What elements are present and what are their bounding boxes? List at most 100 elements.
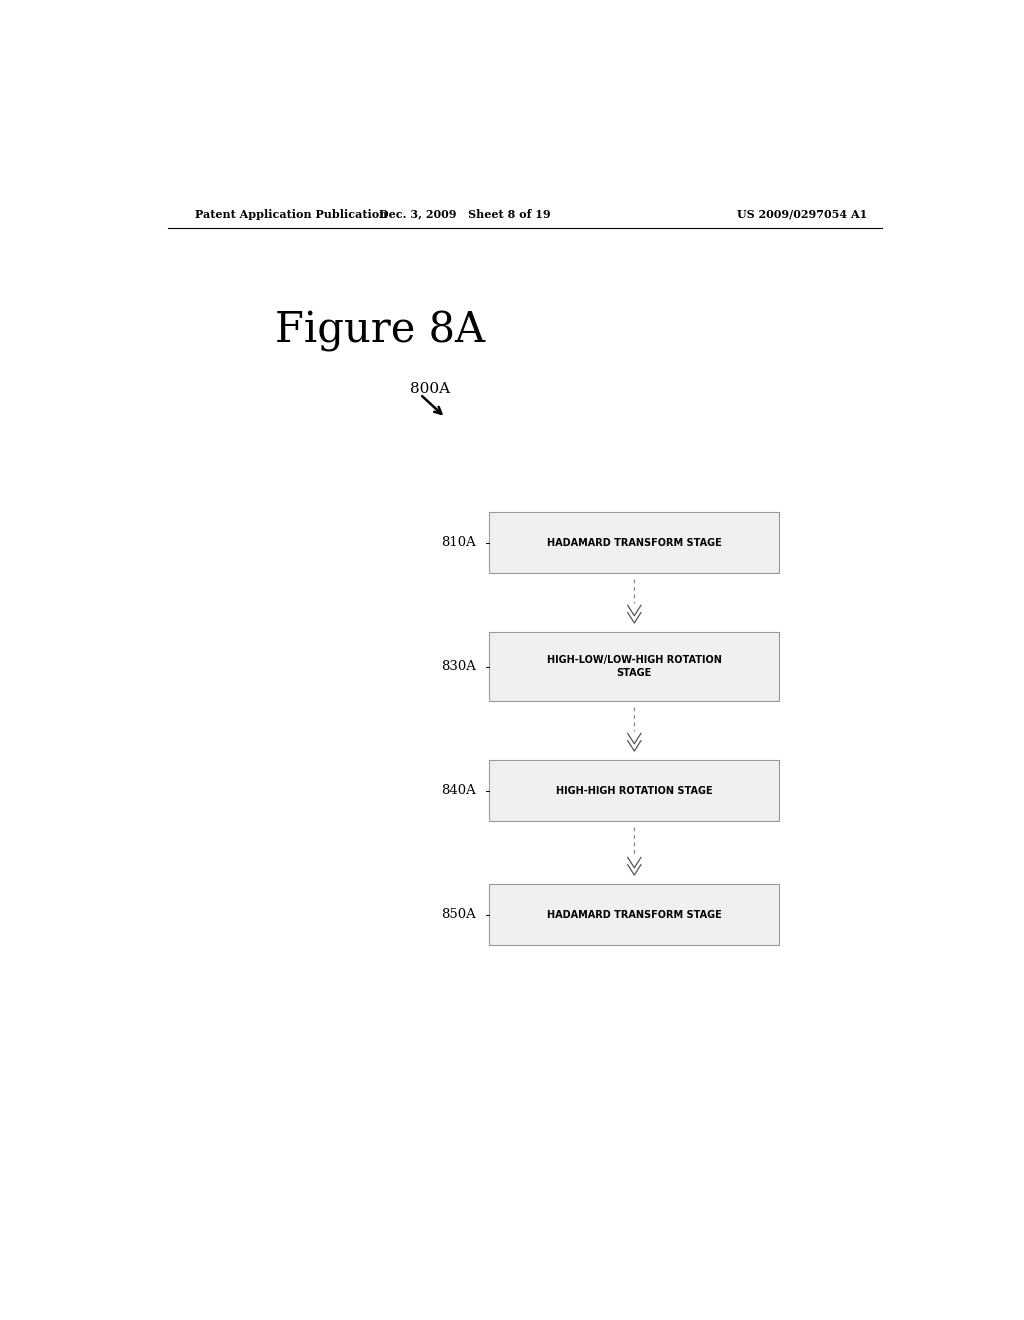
Point bbox=[542, 677, 558, 698]
Point bbox=[493, 923, 509, 944]
Point bbox=[683, 557, 699, 578]
Point bbox=[522, 804, 539, 825]
Point bbox=[676, 752, 692, 774]
Point bbox=[644, 907, 660, 928]
Point bbox=[762, 931, 778, 952]
Point bbox=[638, 800, 654, 821]
Point bbox=[522, 667, 539, 688]
Point bbox=[644, 678, 660, 700]
Point bbox=[657, 902, 674, 923]
Point bbox=[682, 684, 698, 705]
Point bbox=[571, 652, 588, 673]
Point bbox=[486, 640, 503, 661]
Point bbox=[525, 558, 542, 579]
Point bbox=[737, 663, 754, 684]
Point bbox=[602, 556, 618, 577]
Point bbox=[587, 916, 603, 937]
Point bbox=[510, 657, 526, 678]
Point bbox=[536, 919, 552, 940]
Point bbox=[654, 932, 671, 953]
Point bbox=[744, 770, 761, 791]
Point bbox=[694, 639, 711, 660]
Point bbox=[513, 795, 529, 816]
Point bbox=[536, 764, 552, 785]
Point bbox=[566, 550, 583, 572]
Text: 840A: 840A bbox=[441, 784, 476, 797]
Point bbox=[612, 638, 629, 659]
Point bbox=[522, 766, 539, 787]
Point bbox=[739, 929, 756, 950]
Point bbox=[486, 510, 503, 531]
Point bbox=[756, 682, 772, 704]
Point bbox=[713, 925, 729, 946]
Point bbox=[561, 911, 578, 932]
Point bbox=[500, 671, 516, 692]
Point bbox=[636, 635, 652, 656]
Point bbox=[587, 900, 603, 921]
Point bbox=[738, 523, 755, 544]
Point bbox=[630, 793, 646, 814]
Point bbox=[568, 915, 585, 936]
Point bbox=[759, 528, 775, 549]
Point bbox=[657, 529, 674, 550]
Point bbox=[765, 792, 781, 813]
Point bbox=[605, 803, 622, 824]
Point bbox=[562, 544, 579, 565]
Point bbox=[714, 630, 730, 651]
Point bbox=[599, 529, 615, 550]
Point bbox=[490, 638, 507, 659]
Point bbox=[761, 513, 777, 535]
Point bbox=[496, 890, 512, 911]
Point bbox=[566, 548, 583, 569]
Point bbox=[612, 515, 629, 536]
Point bbox=[686, 793, 702, 814]
Point bbox=[711, 671, 727, 692]
Point bbox=[722, 913, 738, 935]
Point bbox=[663, 894, 679, 915]
Point bbox=[615, 894, 632, 915]
Point bbox=[705, 800, 721, 821]
Point bbox=[766, 660, 782, 681]
Point bbox=[691, 913, 708, 935]
Point bbox=[732, 779, 749, 800]
Point bbox=[539, 627, 555, 648]
Point bbox=[574, 537, 591, 558]
Point bbox=[706, 655, 722, 676]
Bar bbox=[489, 632, 779, 701]
Point bbox=[768, 882, 784, 903]
Point bbox=[714, 792, 730, 813]
Point bbox=[673, 795, 689, 816]
Point bbox=[732, 924, 749, 945]
Point bbox=[665, 770, 681, 791]
Point bbox=[485, 913, 502, 935]
Point bbox=[737, 760, 754, 781]
Point bbox=[673, 659, 689, 680]
Point bbox=[755, 664, 771, 685]
Point bbox=[693, 896, 710, 917]
Point bbox=[587, 524, 603, 545]
Point bbox=[654, 916, 671, 937]
Point bbox=[714, 779, 730, 800]
Point bbox=[722, 763, 738, 784]
Point bbox=[552, 775, 568, 796]
Point bbox=[654, 808, 671, 829]
Point bbox=[738, 653, 755, 675]
Point bbox=[595, 651, 611, 672]
Point bbox=[530, 894, 547, 915]
Point bbox=[754, 929, 770, 950]
Point bbox=[486, 686, 503, 708]
Point bbox=[530, 789, 547, 810]
Point bbox=[562, 521, 579, 543]
Point bbox=[557, 636, 573, 657]
Point bbox=[506, 792, 522, 813]
Point bbox=[688, 539, 705, 560]
Point bbox=[551, 516, 567, 537]
Point bbox=[637, 900, 653, 921]
Point bbox=[623, 906, 639, 927]
Point bbox=[653, 808, 670, 829]
Point bbox=[698, 793, 715, 814]
Point bbox=[721, 556, 737, 577]
Point bbox=[615, 540, 632, 561]
Point bbox=[744, 521, 761, 543]
Point bbox=[752, 553, 768, 574]
